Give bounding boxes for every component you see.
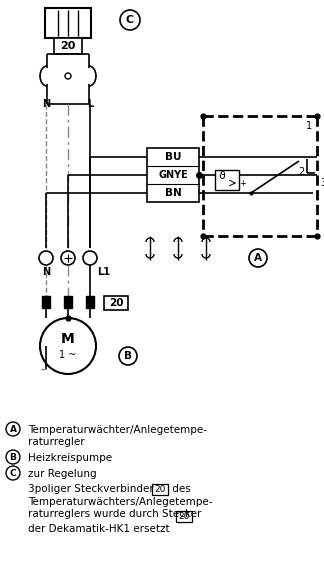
Text: B: B xyxy=(10,453,17,461)
Circle shape xyxy=(65,73,71,79)
Circle shape xyxy=(83,251,97,265)
Text: Temperaturwächters/Anlegetempe-
raturreglers wurde durch Stecker: Temperaturwächters/Anlegetempe- raturreg… xyxy=(28,497,213,518)
Circle shape xyxy=(6,450,20,464)
Text: N: N xyxy=(42,99,50,109)
Circle shape xyxy=(120,10,140,30)
Bar xyxy=(64,296,72,308)
Circle shape xyxy=(6,466,20,480)
Text: C: C xyxy=(10,468,16,477)
Bar xyxy=(215,170,239,190)
Text: 1 ~: 1 ~ xyxy=(59,350,77,360)
Text: N: N xyxy=(42,267,50,277)
Text: BN: BN xyxy=(165,188,181,198)
Circle shape xyxy=(249,249,267,267)
Circle shape xyxy=(61,251,75,265)
Text: zur Regelung: zur Regelung xyxy=(28,469,97,479)
Text: L: L xyxy=(87,99,93,109)
Text: 20: 20 xyxy=(154,485,166,494)
Text: +: + xyxy=(239,178,247,187)
Bar xyxy=(54,38,82,54)
Text: 20: 20 xyxy=(60,41,76,51)
Text: ϑ: ϑ xyxy=(219,171,226,181)
Text: M: M xyxy=(61,332,75,346)
Text: A: A xyxy=(9,424,17,434)
Bar xyxy=(152,484,168,495)
Bar xyxy=(42,296,50,308)
Text: 3poliger Steckverbinder: 3poliger Steckverbinder xyxy=(28,484,157,494)
Text: der Dekamatik-HK1 ersetzt: der Dekamatik-HK1 ersetzt xyxy=(28,524,170,534)
Text: L1: L1 xyxy=(98,267,110,277)
Bar xyxy=(45,8,91,38)
Bar xyxy=(104,296,128,310)
Text: Temperaturwächter/Anlegetempe-
raturregler: Temperaturwächter/Anlegetempe- raturregl… xyxy=(28,425,207,447)
Bar xyxy=(86,296,94,308)
Text: GNYE: GNYE xyxy=(158,170,188,180)
Circle shape xyxy=(40,318,96,374)
Text: 2: 2 xyxy=(298,167,304,177)
Bar xyxy=(176,511,192,522)
Text: Heizkreispumpe: Heizkreispumpe xyxy=(28,453,112,463)
Circle shape xyxy=(6,422,20,436)
Text: A: A xyxy=(254,253,262,263)
Bar xyxy=(147,148,199,202)
Text: 20: 20 xyxy=(178,512,190,521)
Text: des: des xyxy=(169,484,191,494)
Circle shape xyxy=(39,251,53,265)
Text: BU: BU xyxy=(165,152,181,162)
Text: 20: 20 xyxy=(109,298,123,308)
Text: B: B xyxy=(124,351,132,361)
Text: C: C xyxy=(126,15,134,25)
Text: 3: 3 xyxy=(320,178,324,188)
Circle shape xyxy=(119,347,137,365)
Text: 1: 1 xyxy=(306,121,312,131)
